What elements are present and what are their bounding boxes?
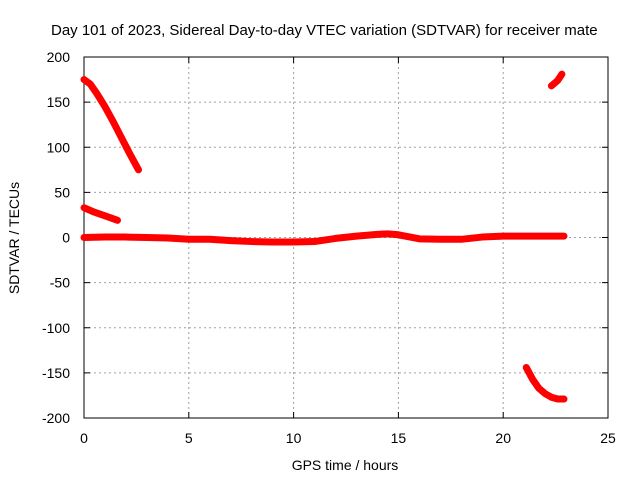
data-series: [80, 70, 568, 403]
series-line-descending-arc-2: [80, 204, 122, 224]
chart-title: Day 101 of 2023, Sidereal Day-to-day VTE…: [51, 22, 598, 39]
x-tick-label: 0: [80, 430, 88, 446]
y-tick-label: 200: [47, 49, 71, 65]
y-tick-label: 50: [54, 184, 70, 200]
x-tick-label: 10: [286, 430, 302, 446]
y-tick-label: -50: [50, 275, 70, 291]
series-line-ascending-arc-top-right: [547, 70, 566, 90]
y-tick-label: 150: [47, 94, 71, 110]
axis-ticks: [83, 56, 609, 419]
x-axis-label: GPS time / hours: [292, 457, 399, 473]
y-axis-label: SDTVAR / TECUs: [6, 182, 22, 294]
y-tick-label: 100: [47, 139, 71, 155]
x-tick-labels: 0 5 10 15 20 25: [80, 430, 616, 446]
series-line-main: [80, 230, 568, 246]
x-tick-label: 25: [600, 430, 616, 446]
y-tick-label: 0: [62, 230, 70, 246]
y-tick-label: -150: [42, 365, 70, 381]
x-tick-label: 20: [495, 430, 511, 446]
y-tick-label: -100: [42, 320, 70, 336]
y-tick-label: -200: [42, 410, 70, 426]
series-line-descending-arc-bottom-right: [522, 363, 568, 403]
series-line-descending-arc-1: [80, 76, 142, 174]
x-tick-label: 5: [185, 430, 193, 446]
y-tick-labels: 200 150 100 50 0 -50 -100 -150 -200: [42, 49, 70, 426]
x-tick-label: 15: [391, 430, 407, 446]
